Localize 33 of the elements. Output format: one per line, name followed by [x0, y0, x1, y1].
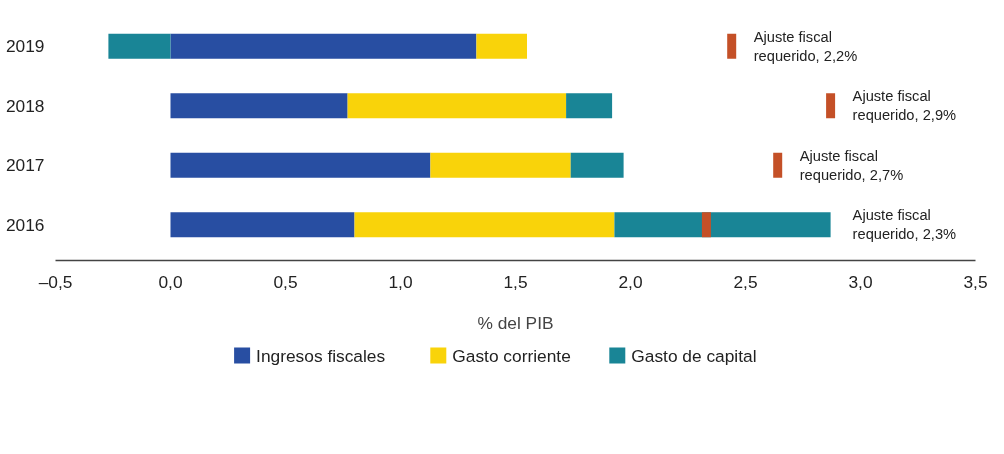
- bar: [476, 33, 527, 59]
- bar: [170, 93, 348, 119]
- legend-label: Ingresos fiscales: [256, 345, 386, 366]
- x-tick-label: 1,5: [503, 271, 528, 292]
- bar: [170, 33, 477, 59]
- bar: [170, 212, 355, 238]
- x-tick-label: 1,0: [388, 271, 413, 292]
- bar: [347, 93, 567, 119]
- x-tick-label: 3,0: [848, 271, 873, 292]
- y-tick-label: 2016: [5, 214, 45, 235]
- legend-label: Gasto de capital: [631, 345, 757, 366]
- x-tick-label: 0,0: [158, 271, 183, 292]
- x-tick-label: 3,5: [963, 271, 988, 292]
- bar: [570, 152, 624, 178]
- y-tick-label: 2017: [5, 155, 45, 176]
- y-tick-label: 2019: [5, 36, 45, 57]
- bar: [566, 93, 613, 119]
- x-tick-label: 2,0: [618, 271, 643, 292]
- x-tick-label: –0,5: [38, 271, 73, 292]
- bar: [354, 212, 615, 238]
- annotation: Ajuste fiscal requerido, 2,3%: [852, 207, 957, 243]
- bar: [430, 152, 571, 178]
- bar: [108, 33, 171, 59]
- legend-label: Gasto corriente: [452, 345, 571, 366]
- x-tick-label: 2,5: [733, 271, 758, 292]
- x-tick-label: 0,5: [273, 271, 298, 292]
- bar: [170, 152, 431, 178]
- y-tick-label: 2018: [5, 95, 45, 116]
- annotation: Ajuste fiscal requerido, 2,9%: [852, 88, 957, 124]
- annotation: Ajuste fiscal requerido, 2,7%: [799, 147, 904, 183]
- x-axis-title: % del PIB: [477, 312, 554, 333]
- annotation: Ajuste fiscal requerido, 2,2%: [753, 28, 858, 64]
- bar: [614, 212, 831, 238]
